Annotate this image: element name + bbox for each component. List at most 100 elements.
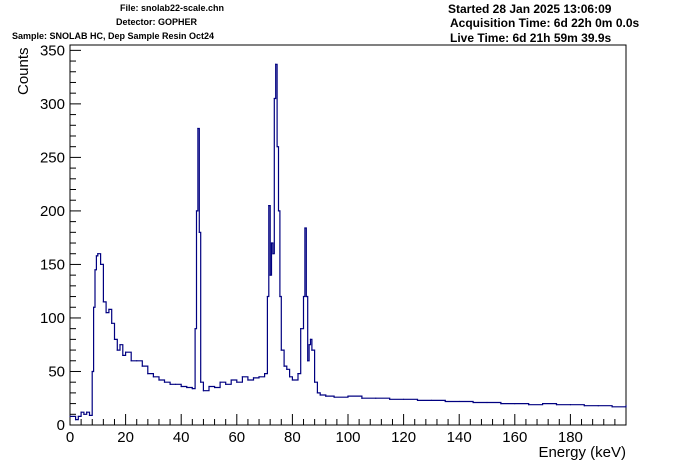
spectrum-point (302, 295, 305, 298)
spectrum-point (88, 414, 91, 416)
spectrum-point (500, 402, 502, 405)
y-tick-label: 250 (40, 149, 65, 166)
spectrum-point (308, 344, 310, 346)
spectrum-point (93, 306, 95, 308)
spectrum-point (136, 360, 138, 362)
spectrum-point (247, 379, 249, 381)
spectrum-point (236, 381, 238, 383)
spectrum-point (152, 376, 154, 378)
spectrum-point (202, 390, 205, 392)
spectrum-point (276, 146, 278, 148)
x-axis-title: Energy (keV) (538, 444, 626, 461)
spectrum-point (130, 360, 132, 362)
spectrum-point (147, 373, 149, 375)
spectrum-point (268, 204, 270, 207)
spectrum-point (597, 405, 599, 407)
spectrum-point (297, 373, 299, 375)
y-tick-label: 200 (40, 203, 65, 220)
spectrum-point (272, 253, 274, 255)
spectrum-point (102, 301, 104, 303)
spectrum-point (230, 379, 232, 381)
x-tick-label: 100 (335, 429, 360, 446)
spectrum-point (569, 404, 572, 406)
spectrum-point (283, 365, 285, 367)
spectrum-point (266, 295, 268, 298)
spectrum-point (252, 377, 255, 379)
y-tick-label: 150 (40, 256, 65, 273)
spectrum-point (555, 404, 558, 406)
spectrum-point (269, 274, 271, 276)
spectrum-point (319, 394, 321, 396)
x-tick-label: 120 (391, 429, 416, 446)
spectrum-point (275, 63, 277, 65)
spectrum-point (472, 401, 474, 404)
spectrum-point (195, 210, 198, 212)
spectrum-point (169, 383, 171, 385)
spectrum-point (583, 405, 585, 407)
spectrum-point (113, 338, 116, 340)
spectrum-point (314, 381, 316, 383)
spectrum-point (86, 411, 88, 413)
live-time-label: Live Time: 6d 21h 59m 39.9s (450, 31, 612, 45)
acquisition-time-label: Acquisition Time: 6d 22h 0m 0.0s (450, 16, 640, 30)
spectrum-point (191, 388, 193, 390)
spectrum-point (458, 400, 460, 403)
spectrum-point (279, 295, 281, 298)
spectrum-point (430, 399, 432, 401)
spectrum-point (69, 415, 71, 418)
spectrum-point (91, 370, 93, 373)
spectrum-point (286, 368, 288, 370)
plot-frame (69, 44, 627, 426)
spectrum-point (108, 308, 110, 310)
spectrum-point (280, 349, 282, 351)
y-tick-label: 300 (40, 96, 65, 113)
y-axis-title: Counts (15, 47, 32, 95)
spectrum-point (186, 386, 188, 389)
spectrum-point (389, 398, 391, 400)
spectrum-point (111, 322, 113, 324)
sample-label: Sample: SNOLAB HC, Dep Sample Resin Oct2… (12, 31, 215, 41)
spectrum-point (300, 328, 302, 330)
spectrum-point (273, 97, 275, 100)
x-tick-label: 160 (502, 429, 527, 446)
spectrum-point (200, 381, 202, 383)
spectrum-point (304, 227, 306, 229)
spectrum-point (97, 253, 99, 255)
spectrum-point (99, 263, 102, 266)
spectrum-point (258, 376, 260, 378)
spectrum-point (514, 402, 516, 405)
spectrum-point (305, 295, 307, 298)
spectrum-point (307, 360, 309, 362)
spectrum-point (83, 413, 85, 415)
spectrum-point (119, 344, 121, 346)
y-tick-label: 50 (48, 363, 65, 380)
x-tick-label: 40 (173, 429, 190, 446)
y-tick-label: 100 (40, 310, 65, 327)
x-tick-label: 20 (117, 429, 134, 446)
detector-label: Detector: GOPHER (116, 17, 198, 27)
spectrum-point (270, 242, 273, 244)
spectrum-point (80, 411, 82, 413)
spectrum-point (333, 396, 335, 398)
x-tick-label: 140 (447, 429, 472, 446)
spectrum-point (116, 349, 118, 351)
axes (69, 44, 627, 426)
spectrum-point (291, 379, 293, 381)
spectrum-point (311, 349, 313, 351)
spectrum-point (528, 404, 530, 406)
spectrum-point (122, 354, 124, 357)
y-axis-ticks: 0 50 100 150 200 250 300 350 (40, 42, 81, 434)
x-tick-label: 180 (558, 429, 583, 446)
spectrum-point (175, 383, 177, 385)
spectrum-point (158, 379, 160, 381)
spectrum-point (194, 328, 196, 330)
spectrum-point (316, 392, 319, 394)
x-tick-label: 60 (228, 429, 245, 446)
spectrum-point (125, 351, 127, 353)
spectrum-point (486, 401, 488, 404)
spectrum-point (95, 255, 98, 257)
series-group (69, 63, 627, 421)
spectrum-point (375, 397, 377, 399)
spectrum-point (163, 381, 166, 383)
